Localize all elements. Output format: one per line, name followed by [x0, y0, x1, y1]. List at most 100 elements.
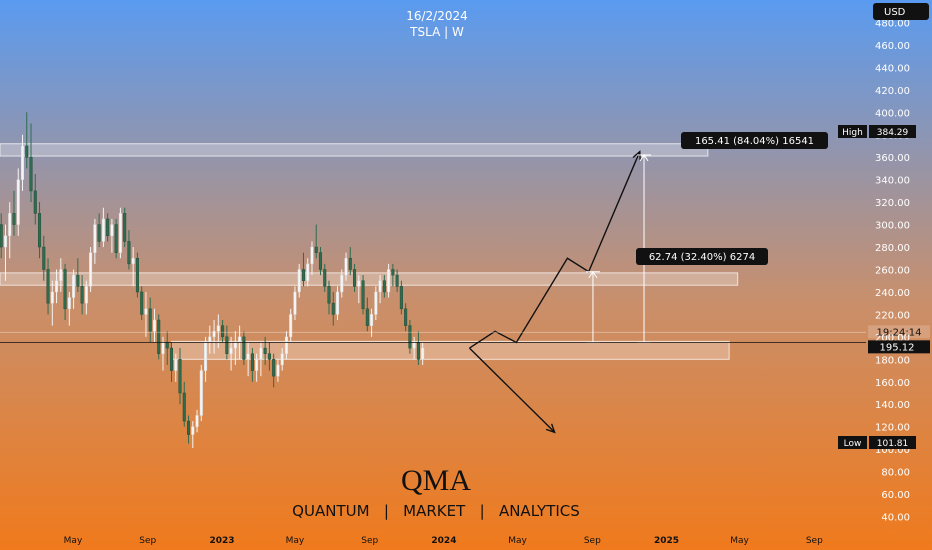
candle-body — [0, 224, 3, 248]
x-tick-label: 2025 — [654, 536, 679, 546]
x-tick-label: Sep — [806, 536, 823, 546]
y-tick-label: 160.00 — [875, 378, 910, 389]
y-tick-label: 260.00 — [875, 265, 910, 276]
candle-body — [263, 347, 267, 354]
candle-body — [301, 269, 305, 281]
x-axis: May Sep 2023 May Sep 2024 May Sep 2025 May Sep — [64, 536, 823, 546]
candle-body — [331, 302, 335, 315]
candle-body — [93, 224, 97, 253]
candle-body — [335, 291, 340, 315]
candle-body — [412, 342, 416, 349]
candle-body — [280, 353, 284, 366]
y-tick-label: 240.00 — [875, 288, 910, 299]
candle-body — [38, 213, 42, 248]
y-tick-label: 220.00 — [875, 310, 910, 321]
candle-body — [110, 224, 114, 237]
candle-body — [118, 213, 122, 253]
y-tick-label: 400.00 — [875, 108, 910, 119]
high-tag: High 384.29 — [838, 125, 916, 138]
candle-body — [89, 252, 93, 287]
candle-body — [55, 280, 59, 293]
candle-body — [67, 297, 71, 310]
candle-body — [242, 336, 246, 360]
candle-body — [8, 213, 12, 237]
candle-body — [204, 342, 208, 371]
y-tick-label: 420.00 — [875, 86, 910, 97]
candle-body — [391, 269, 395, 276]
y-tick-label: 460.00 — [875, 41, 910, 52]
y-tick-label: 60.00 — [881, 490, 910, 501]
candle-body — [374, 291, 378, 315]
candle-body — [131, 258, 135, 265]
candle-body — [327, 286, 331, 304]
candle-body — [16, 179, 20, 225]
y-tick-label: 40.00 — [881, 513, 910, 524]
candle-body — [25, 145, 29, 158]
candle-body — [272, 359, 276, 377]
zones-layer — [0, 143, 739, 360]
candle-body — [123, 213, 127, 242]
candle-body — [399, 286, 403, 310]
candle-body — [127, 241, 131, 265]
candle-body — [33, 190, 37, 214]
candle-body — [229, 347, 233, 354]
low-label: Low — [844, 439, 862, 449]
candle-body — [59, 269, 63, 281]
candle-body — [46, 269, 50, 304]
projection-down-path[interactable] — [468, 347, 556, 433]
zone-2[interactable] — [170, 340, 730, 360]
zone-1[interactable] — [0, 272, 739, 286]
candle-body — [276, 364, 280, 377]
x-tick-label: Sep — [361, 536, 378, 546]
candle-body — [306, 263, 310, 281]
time-tag-bg — [868, 325, 930, 339]
brand-logo: QMA — [401, 464, 471, 497]
x-tick-label: 2024 — [431, 536, 456, 546]
currency-badge[interactable]: USD — [873, 3, 929, 20]
candle-body — [135, 258, 139, 293]
projection-down-arrowhead — [545, 423, 556, 434]
candle-body — [169, 347, 174, 371]
candle-body — [357, 280, 361, 287]
candle-body — [365, 308, 369, 326]
x-tick-label: Sep — [139, 536, 156, 546]
candle-body — [140, 291, 144, 315]
candle-body — [182, 392, 186, 422]
candle-body — [63, 269, 67, 310]
candle-body — [72, 274, 76, 298]
x-tick-label: May — [508, 536, 527, 546]
zone-0[interactable] — [0, 143, 709, 157]
projection-up-path[interactable] — [469, 151, 641, 349]
high-value: 384.29 — [877, 128, 909, 138]
x-tick-label: 2023 — [209, 536, 234, 546]
candle-body — [259, 347, 263, 360]
candle-body — [212, 331, 216, 338]
y-tick-label: 360.00 — [875, 153, 910, 164]
candle-body — [297, 269, 301, 293]
candle-body — [246, 353, 250, 360]
candle-body — [3, 235, 8, 248]
x-tick-label: May — [64, 536, 83, 546]
candle-body — [161, 342, 165, 354]
candles-layer — [0, 112, 425, 449]
y-tick-label: 440.00 — [875, 63, 910, 74]
candle-body — [84, 286, 88, 304]
candle-body — [408, 325, 412, 349]
candle-body — [344, 258, 348, 276]
x-tick-label: Sep — [584, 536, 601, 546]
candle-body — [50, 291, 54, 304]
candle-body — [29, 156, 33, 192]
projection-up-arrowhead — [632, 150, 641, 161]
candle-body — [152, 319, 156, 332]
projection-layer — [468, 150, 641, 434]
chart-date: 16/2/2024 — [406, 9, 468, 23]
candle-body — [395, 274, 399, 287]
candle-body — [353, 269, 357, 287]
candle-body — [340, 274, 344, 293]
current-time-label: 19:24:14 — [877, 327, 922, 338]
y-tick-label: 300.00 — [875, 221, 910, 232]
measure-upper-text: 165.41 (84.04%) 16541 — [695, 136, 814, 147]
